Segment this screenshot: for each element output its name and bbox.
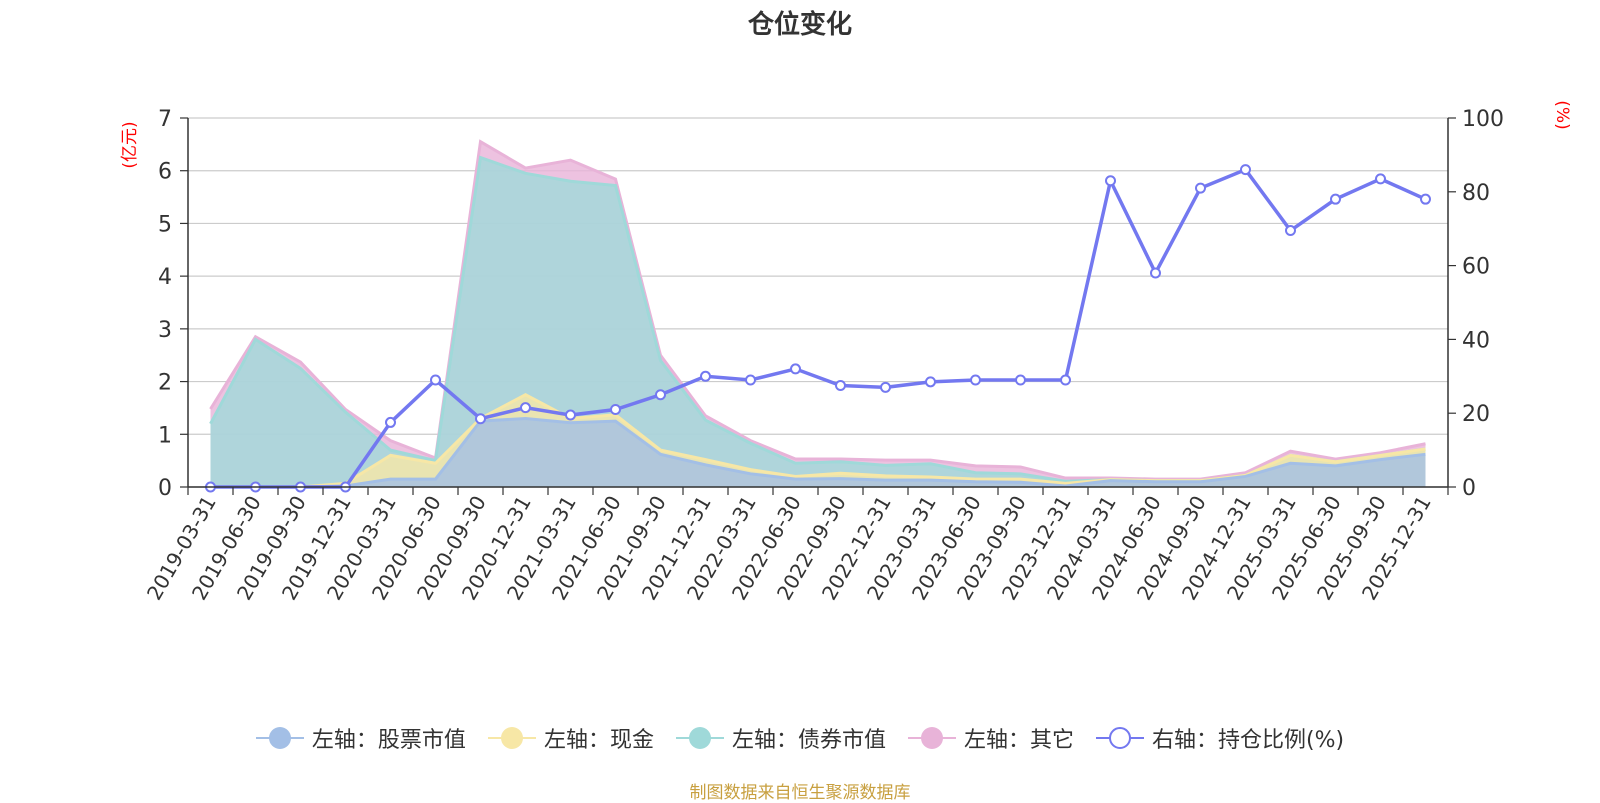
ratio-line [210, 167, 1427, 489]
legend-label: 右轴：持仓比例(%) [1151, 728, 1345, 753]
area-other [210, 141, 1426, 487]
ratio-point [835, 380, 846, 392]
left-tick-label: 5 [158, 212, 172, 237]
legend-label: 左轴：股票市值 [311, 728, 466, 753]
legend-swatch-other [907, 725, 956, 751]
area-edge-stock [210, 416, 1426, 489]
left-tick-label: 4 [158, 265, 172, 290]
legend-swatch-bond [675, 725, 724, 751]
ratio-point [1420, 193, 1431, 205]
area-bond [210, 157, 1426, 488]
legend-item-bond[interactable]: 左轴：债券市值 [675, 722, 886, 754]
left-axis-unit: (亿元) [120, 121, 140, 168]
legend-item-other[interactable]: 左轴：其它 [907, 722, 1074, 754]
ratio-point [1240, 164, 1251, 176]
legend-label: 左轴：债券市值 [731, 728, 886, 753]
area-edge-other [209, 139, 1426, 481]
ratio-point [430, 374, 441, 386]
chart-title: 仓位变化 [747, 10, 852, 40]
ratio-point [385, 416, 396, 428]
ratio-point [1015, 374, 1026, 386]
ratio-point [475, 413, 486, 425]
left-tick-label: 2 [158, 371, 172, 396]
left-tick-label: 0 [158, 476, 172, 501]
legend-swatch-ratio [1095, 725, 1144, 751]
ratio-point [745, 374, 756, 386]
ratio-point [520, 402, 531, 414]
right-tick-label: 80 [1462, 181, 1490, 206]
ratio-point [1375, 173, 1386, 185]
ratio-point [1285, 225, 1296, 237]
ratio-point [880, 381, 891, 393]
right-tick-label: 60 [1462, 255, 1490, 280]
legend: 左轴：股票市值 左轴：现金 左轴：债券市值 左轴：其它 右轴：持仓比例(%) [0, 722, 1600, 754]
legend-label: 左轴：其它 [963, 728, 1074, 753]
ratio-point [610, 404, 621, 416]
right-tick-label: 20 [1462, 402, 1490, 427]
right-tick-label: 40 [1462, 328, 1490, 353]
ratio-point [925, 376, 936, 388]
legend-item-stock[interactable]: 左轴：股票市值 [255, 722, 466, 754]
ratio-point [1060, 374, 1071, 386]
axes: 012345670204060801002019-03-312019-06-30… [142, 107, 1504, 604]
legend-item-ratio[interactable]: 右轴：持仓比例(%) [1095, 722, 1345, 754]
ratio-point [1150, 267, 1161, 279]
right-axis-unit: (%) [1552, 100, 1572, 129]
stacked-areas [209, 139, 1426, 489]
ratio-point [1330, 193, 1341, 205]
ratio-point [790, 363, 801, 375]
ratio-point [1195, 182, 1206, 194]
position-change-chart: 012345670204060801002019-03-312019-06-30… [120, 100, 1572, 604]
area-stock [210, 418, 1426, 487]
data-source: 制图数据来自恒生聚源数据库 [689, 783, 911, 803]
legend-swatch-stock [255, 725, 304, 751]
ratio-point [655, 389, 666, 401]
left-tick-label: 1 [158, 423, 172, 448]
ratio-point [700, 370, 711, 382]
legend-label: 左轴：现金 [543, 728, 654, 753]
right-tick-label: 0 [1462, 476, 1476, 501]
legend-swatch-cash [487, 725, 536, 751]
legend-item-cash[interactable]: 左轴：现金 [487, 722, 654, 754]
left-tick-label: 6 [158, 160, 172, 185]
area-edge-bond [209, 155, 1426, 483]
left-tick-label: 7 [158, 107, 172, 132]
right-tick-label: 100 [1462, 107, 1504, 132]
ratio-point [565, 409, 576, 421]
ratio-line-series [205, 164, 1431, 493]
ratio-point [1105, 175, 1116, 187]
ratio-point [970, 374, 981, 386]
left-tick-label: 3 [158, 318, 172, 343]
